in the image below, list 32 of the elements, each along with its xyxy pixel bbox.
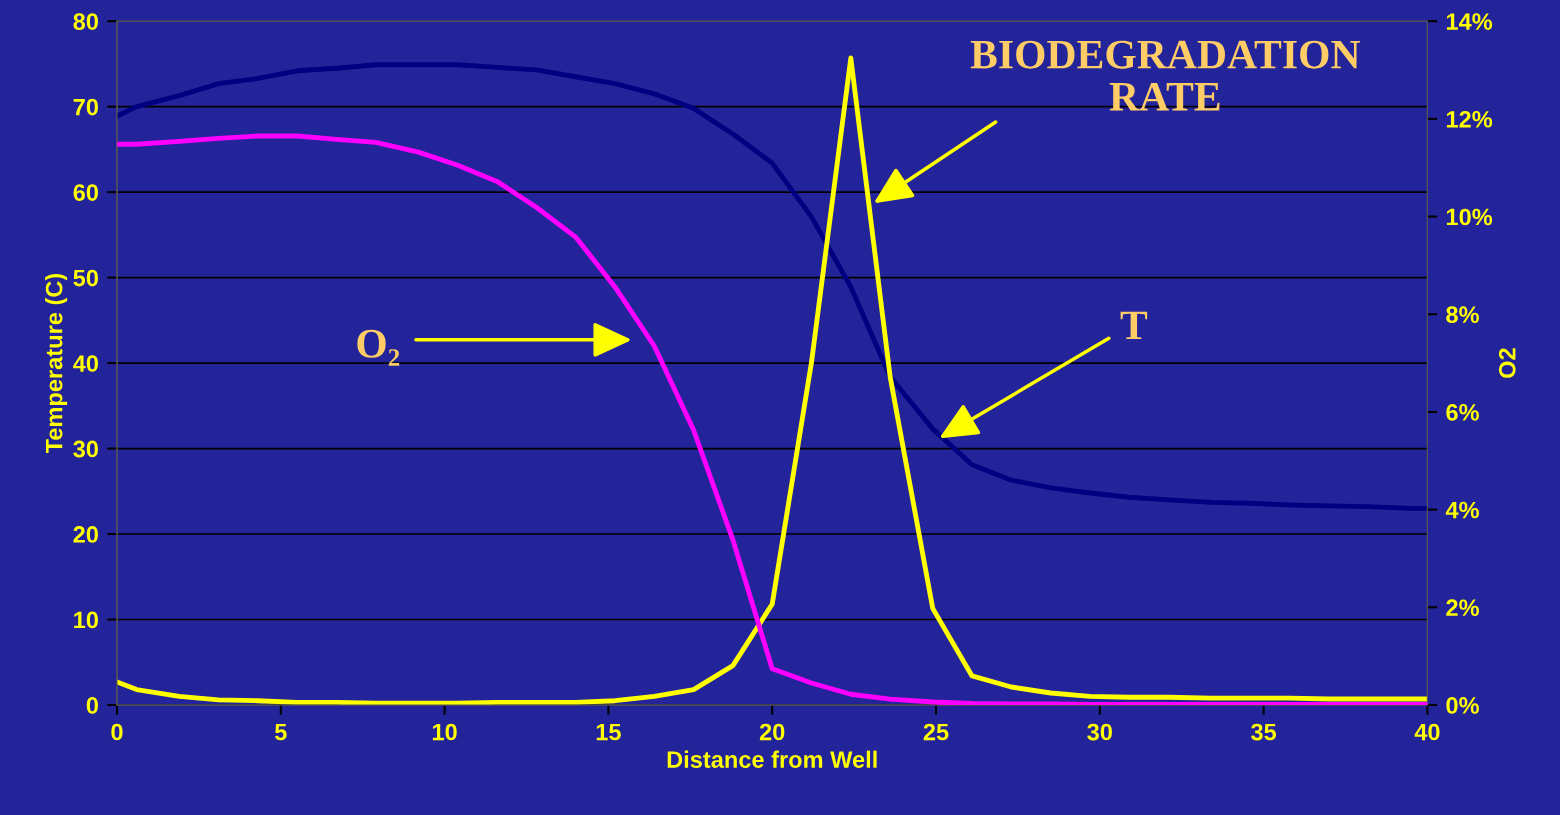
y2-tick-label: 10% [1446, 208, 1493, 226]
x-axis-title: Distance from Well [667, 750, 877, 768]
y-tick-label: 70 [73, 98, 98, 116]
x-tick-label: 40 [1414, 723, 1440, 741]
x-tick-label: 15 [596, 723, 621, 741]
x-tick-label: 5 [274, 723, 287, 741]
y2-tick-label: 0% [1446, 697, 1479, 714]
x-tick-label: 0 [111, 723, 123, 741]
annotation: T [1120, 311, 1148, 339]
x-tick-label: 35 [1251, 723, 1277, 741]
x-tick-label: 25 [923, 723, 949, 741]
y2-tick-label: 2% [1446, 599, 1479, 617]
x-tick-label: 30 [1087, 723, 1112, 741]
y-tick-label: 20 [73, 526, 98, 543]
y2-tick-label: 8% [1446, 306, 1479, 324]
annotation: BIODEGRADATION RATE [970, 40, 1361, 111]
y-tick-label: 50 [73, 269, 98, 287]
y-tick-label: 80 [73, 13, 98, 30]
y2-tick-label: 12% [1446, 110, 1493, 128]
y-tick-label: 30 [73, 440, 98, 458]
y-axis-title: Temperature (C) [45, 273, 68, 454]
y-tick-label: 40 [73, 355, 98, 372]
y-tick-label: 0 [86, 697, 98, 714]
y2-axis-title: O2 [1498, 348, 1516, 378]
x-tick-label: 10 [432, 723, 457, 741]
annotation: O₂ [357, 329, 400, 366]
y-tick-label: 60 [73, 184, 98, 201]
y2-tick-label: 6% [1446, 403, 1479, 421]
y2-tick-label: 14% [1446, 13, 1493, 30]
x-tick-label: 20 [759, 723, 785, 741]
y2-tick-label: 4% [1445, 501, 1479, 519]
y-tick-label: 10 [74, 611, 98, 629]
